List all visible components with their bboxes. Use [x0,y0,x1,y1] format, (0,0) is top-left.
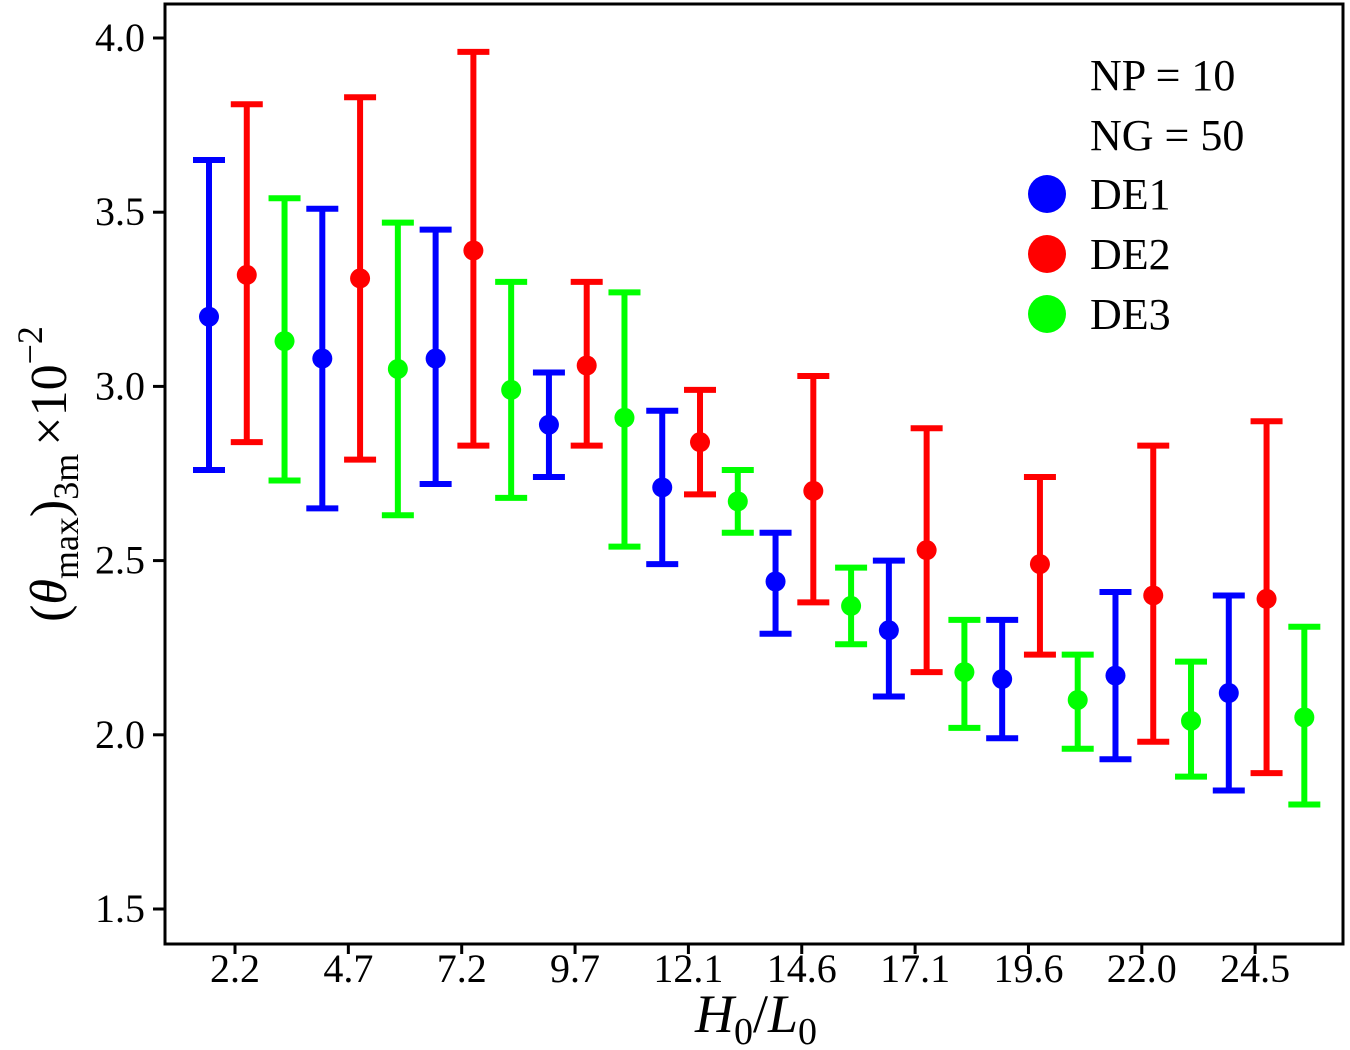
mean-point [1067,689,1088,710]
legend-label-de1: DE1 [1090,170,1171,219]
error-bar [193,156,225,474]
legend: NP = 10 NG = 50 DE1 DE2 DE3 [1028,51,1244,339]
mean-point [1294,707,1315,728]
legend-label-de3: DE3 [1090,290,1171,339]
series-de1 [193,156,1245,794]
error-bar [419,226,452,487]
error-bar [495,278,528,501]
error-bar [457,48,490,449]
error-bar [268,195,301,484]
series-de3 [268,195,1321,808]
mean-point [1029,554,1050,575]
x-tick-label: 9.7 [550,946,600,991]
error-bar [1288,623,1321,808]
error-bar [344,94,377,463]
mean-point [727,491,748,512]
error-bar [306,205,339,512]
error-bar [608,289,641,550]
mean-point [954,662,975,683]
x-tick-label: 22.0 [1107,946,1177,991]
legend-item-de1: DE1 [1028,170,1171,219]
error-bar [721,467,754,536]
mean-point [652,477,673,498]
mean-point [1143,585,1164,606]
x-tick-label: 4.7 [323,946,373,991]
x-tick-label: 17.1 [880,946,950,991]
y-tick-label: 2.5 [95,538,145,583]
error-bar [1061,651,1094,752]
error-bar [684,386,717,498]
x-tick-label: 7.2 [437,946,487,991]
mean-point [501,379,522,400]
y-axis: 1.5 2.0 2.5 3.0 3.5 4.0 [95,15,165,931]
error-bar [230,101,263,446]
mean-point [350,268,371,289]
error-bar [986,616,1019,742]
legend-marker-de2 [1028,235,1066,273]
legend-item-de3: DE3 [1028,290,1171,339]
error-bar [910,425,943,676]
series-de2 [230,48,1283,777]
error-bar [1099,588,1132,763]
mean-point [425,348,446,369]
x-axis-title: H0/L0 [694,984,817,1050]
legend-marker-de1 [1028,175,1066,213]
mean-point [538,414,559,435]
mean-point [1256,588,1277,609]
error-bar [646,407,679,568]
error-bar [948,616,981,731]
error-bar [532,369,565,480]
y-tick-label: 3.0 [95,363,145,408]
mean-point [690,432,711,453]
mean-point [312,348,333,369]
mean-point [387,358,408,379]
error-bar [570,278,603,449]
legend-label-de2: DE2 [1090,230,1171,279]
error-bar [1212,592,1245,794]
x-tick-label: 24.5 [1220,946,1290,991]
mean-point [841,595,862,616]
y-tick-label: 2.0 [95,712,145,757]
mean-point [765,571,786,592]
annotation-ng: NG = 50 [1090,111,1244,160]
legend-item-de2: DE2 [1028,230,1171,279]
x-tick-label: 2.2 [210,946,260,991]
y-tick-label: 3.5 [95,189,145,234]
y-axis-title: (θmax)3m×10−2 [10,326,86,622]
error-bar [872,557,905,700]
error-bar [797,372,830,606]
series-layer [193,48,1321,808]
mean-point [463,240,484,261]
mean-point [878,620,899,641]
mean-point [916,540,937,561]
mean-point [992,669,1013,690]
annotation-np: NP = 10 [1090,51,1235,100]
x-tick-label: 14.6 [767,946,837,991]
x-axis: 2.2 4.7 7.2 9.7 12.1 14.6 17.1 19.6 22.0 24.5 [210,944,1290,991]
mean-point [803,480,824,501]
error-bar [835,564,868,648]
mean-point [236,264,257,285]
x-tick-label: 19.6 [993,946,1063,991]
mean-point [576,355,597,376]
mean-point [614,407,635,428]
mean-point [1218,682,1239,703]
error-bar [1175,658,1208,780]
mean-point [1105,665,1126,686]
mean-point [199,306,219,327]
y-tick-label: 4.0 [95,15,145,60]
legend-marker-de3 [1028,295,1066,333]
mean-point [274,331,295,352]
mean-point [1181,710,1202,731]
error-bar [759,529,792,637]
y-tick-label: 1.5 [95,886,145,931]
error-bar [381,219,414,519]
x-tick-label: 12.1 [653,946,723,991]
error-bar [1250,418,1283,777]
error-bar [1137,442,1170,745]
error-bar [1023,473,1056,658]
